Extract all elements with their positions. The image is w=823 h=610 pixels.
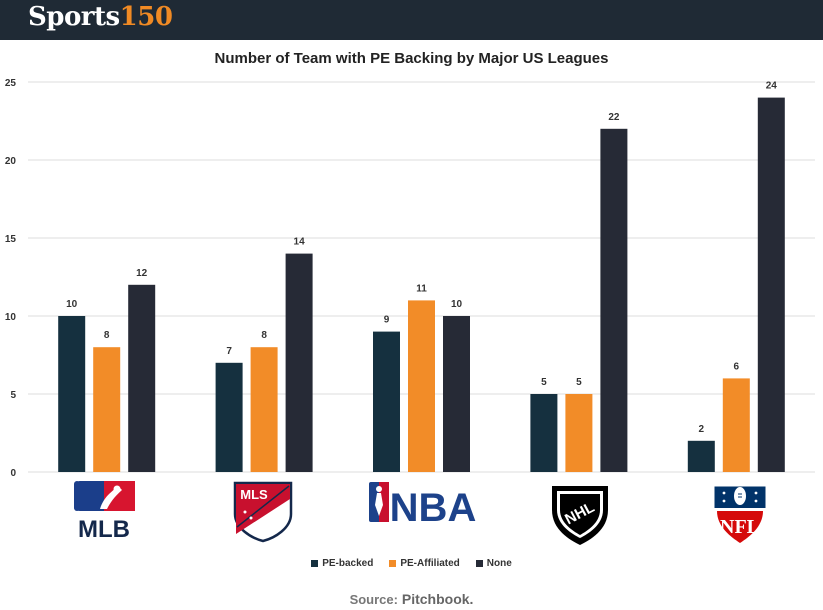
source-prefix: Source: <box>349 592 398 607</box>
data-label: 10 <box>66 299 78 310</box>
chart-title: Number of Team with PE Backing by Major … <box>214 50 609 67</box>
nfl-logo-text: NFL <box>720 516 760 538</box>
data-label: 5 <box>541 377 547 388</box>
nfl-logo: NFL <box>713 485 767 548</box>
brand-number: 150 <box>119 2 173 32</box>
bar-mlb-pe-backed[interactable] <box>58 316 86 472</box>
mls-logo: MLS <box>233 481 293 543</box>
bar-nba-none[interactable] <box>443 316 470 472</box>
data-label: 2 <box>699 424 705 435</box>
data-label: 5 <box>576 377 582 388</box>
legend-label-pe-affiliated: PE-Affiliated <box>400 558 460 569</box>
y-axis-ticks: 0 5 10 15 20 25 <box>5 78 17 479</box>
legend-label-none: None <box>486 558 512 569</box>
data-label: 10 <box>451 299 463 310</box>
bar-mlb-none[interactable] <box>128 284 156 472</box>
data-label: 12 <box>136 268 148 279</box>
legend-label-pe-backed: PE-backed <box>322 558 374 569</box>
data-label: 22 <box>608 112 620 123</box>
bar-mlb-pe-affiliated[interactable] <box>93 347 121 472</box>
mls-logo-text: MLS <box>240 487 268 502</box>
y-tick-label: 5 <box>10 390 16 401</box>
data-label: 8 <box>261 330 267 341</box>
legend-swatch-pe-affiliated <box>389 560 397 567</box>
data-label: 6 <box>734 361 740 372</box>
data-label: 9 <box>384 315 390 326</box>
legend-item-pe-backed[interactable]: PE-backed <box>311 558 373 569</box>
legend-swatch-pe-backed <box>311 560 319 567</box>
brand-logo[interactable]: Sports150 <box>28 2 173 32</box>
bar-nfl-pe-backed[interactable] <box>687 440 715 472</box>
bar-nhl-pe-affiliated[interactable] <box>565 394 593 472</box>
data-label: 11 <box>416 283 427 294</box>
bar-mls-pe-affiliated[interactable] <box>250 347 278 472</box>
data-label: 8 <box>104 330 110 341</box>
bars <box>58 97 785 473</box>
bar-nhl-pe-backed[interactable] <box>530 394 558 472</box>
y-tick-label: 25 <box>5 78 17 89</box>
mlb-logo: MLB <box>74 481 135 543</box>
bar-nhl-none[interactable] <box>600 128 628 473</box>
bar-mls-none[interactable] <box>285 253 313 472</box>
legend-item-none[interactable]: None <box>475 558 512 569</box>
nba-logo: NBA <box>369 482 476 530</box>
header-bar: Sports150 <box>0 0 823 40</box>
y-tick-label: 0 <box>10 468 16 479</box>
data-label: 7 <box>226 346 232 357</box>
legend-swatch-none <box>475 560 483 567</box>
nhl-logo: NHL <box>552 486 608 545</box>
bar-mls-pe-backed[interactable] <box>215 362 243 472</box>
brand-name: Sports <box>28 2 120 32</box>
y-tick-label: 20 <box>5 156 17 167</box>
legend-item-pe-affiliated[interactable]: PE-Affiliated <box>389 558 460 569</box>
bar-nba-pe-backed[interactable] <box>373 331 400 472</box>
data-label: 14 <box>294 237 306 248</box>
mlb-logo-text: MLB <box>78 516 130 543</box>
source-note: Source: Pitchbook. <box>0 591 823 607</box>
bar-nfl-none[interactable] <box>757 97 785 472</box>
chart-legend: PE-backed PE-Affiliated None <box>0 558 823 569</box>
source-value: Pitchbook. <box>401 591 474 607</box>
nba-logo-text: NBA <box>390 486 477 530</box>
y-tick-label: 10 <box>5 312 17 323</box>
bar-nba-pe-affiliated[interactable] <box>408 300 435 472</box>
y-tick-label: 15 <box>5 234 17 245</box>
data-label: 24 <box>766 81 778 92</box>
bar-nfl-pe-affiliated[interactable] <box>722 378 750 472</box>
